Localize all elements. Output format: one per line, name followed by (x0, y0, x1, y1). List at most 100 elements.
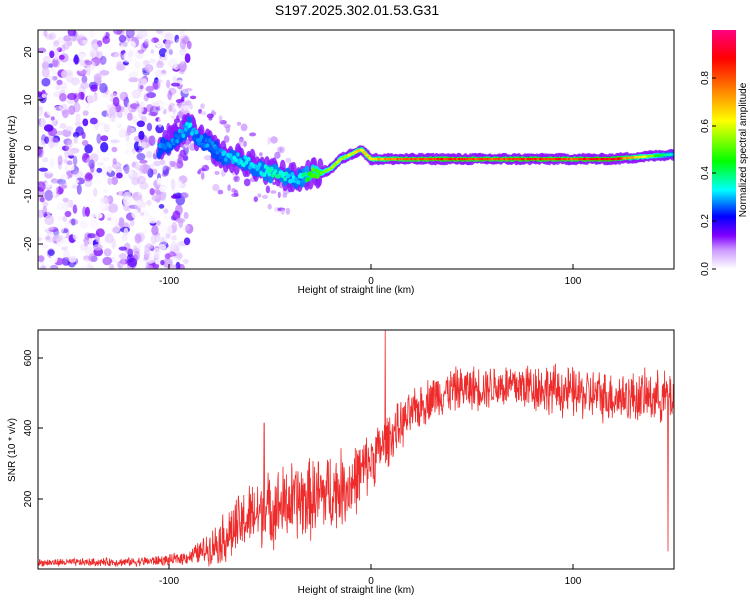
heatmap-cell (154, 69, 164, 78)
heatmap-cell (65, 144, 72, 151)
heatmap-cell (176, 160, 184, 169)
heatmap-cell (96, 161, 105, 166)
heatmap-cell (179, 149, 186, 158)
heatmap-cell (156, 41, 162, 48)
heatmap-cell (112, 158, 117, 165)
heatmap-cell (153, 247, 161, 259)
heatmap-cell (175, 218, 186, 223)
heatmap-cell (151, 37, 160, 43)
heatmap-cell (253, 196, 258, 203)
heatmap-cell (118, 34, 127, 43)
heatmap-cell (270, 190, 277, 194)
heatmap-cell (267, 203, 272, 210)
heatmap-cell (285, 157, 292, 164)
heatmap-cell (185, 223, 194, 234)
heatmap-cell (183, 211, 189, 220)
heatmap-cell (163, 88, 169, 97)
heatmap-cell (198, 168, 206, 172)
heatmap-cell (176, 179, 183, 188)
heatmap-cell (141, 78, 148, 86)
heatmap-cell (66, 160, 73, 166)
heatmap-cell (197, 170, 201, 175)
heatmap-cell (223, 135, 230, 143)
heatmap-cell (214, 170, 220, 175)
heatmap-cell (110, 216, 120, 225)
heatmap-cell (113, 52, 124, 61)
heatmap-cell (70, 218, 76, 226)
heatmap-cell (164, 32, 174, 41)
heatmap-cell (200, 111, 207, 116)
heatmap-cell (181, 84, 191, 94)
heatmap-cell (209, 145, 213, 150)
heatmap-cell (95, 212, 103, 219)
y-tick-label: 600 (23, 349, 34, 366)
heatmap-cell (136, 105, 143, 114)
heatmap-cell (135, 232, 146, 242)
heatmap-cell (145, 231, 152, 242)
heatmap-cell (101, 165, 108, 176)
heatmap-cell (87, 93, 95, 105)
snr-frame (37, 329, 675, 570)
heatmap-cell (156, 60, 164, 69)
heatmap-cell (165, 216, 170, 225)
heatmap-cell (155, 259, 162, 265)
heatmap-cell (66, 139, 73, 148)
heatmap-cell (58, 54, 65, 60)
heatmap-cell (39, 197, 45, 203)
heatmap-cell (113, 30, 123, 35)
heatmap-cell (81, 75, 88, 84)
heatmap-cell (139, 159, 148, 164)
heatmap-cell (49, 158, 55, 168)
heatmap-cell (79, 39, 84, 45)
heatmap-cell (125, 30, 135, 39)
heatmap-cell (61, 70, 68, 79)
heatmap-cell (100, 142, 109, 153)
heatmap-cell (154, 79, 163, 84)
heatmap-cell (178, 48, 187, 56)
heatmap-cell (44, 214, 55, 226)
heatmap-cell (40, 117, 46, 127)
heatmap-cell (96, 133, 102, 144)
heatmap-cell (185, 88, 193, 92)
heatmap-cell (76, 33, 85, 39)
heatmap-cell (267, 172, 272, 177)
heatmap-cell (76, 203, 85, 211)
heatmap-cell (38, 167, 48, 172)
heatmap-cell (122, 195, 132, 207)
heatmap-cell (239, 136, 244, 143)
heatmap-cell (139, 164, 149, 174)
heatmap-cell (64, 222, 73, 228)
heatmap-cell (146, 104, 154, 113)
heatmap-cell (70, 77, 80, 86)
heatmap-cell (175, 261, 181, 269)
heatmap-cell (160, 69, 167, 75)
heatmap-cell (60, 184, 68, 189)
heatmap-cell (95, 50, 103, 59)
heatmap-cell (49, 140, 55, 149)
y-tick-label: 400 (23, 419, 34, 436)
heatmap-cell (125, 151, 135, 162)
heatmap-cell (178, 63, 185, 70)
heatmap-cell (98, 182, 108, 187)
heatmap-cell (135, 200, 142, 206)
heatmap-cell (178, 192, 189, 199)
heatmap-cell (90, 153, 99, 163)
heatmap-cell (173, 92, 182, 100)
heatmap-cell (123, 108, 128, 116)
heatmap-cell (72, 204, 78, 214)
heatmap-cell (59, 93, 67, 102)
heatmap-cell (127, 101, 132, 112)
heatmap-cell (81, 221, 89, 228)
heatmap-cell (62, 42, 70, 50)
heatmap-cell (141, 164, 151, 174)
heatmap-cell (234, 158, 239, 163)
heatmap-cell (143, 182, 151, 191)
heatmap-cell (127, 40, 136, 49)
heatmap-cell (62, 215, 68, 223)
colorbar-gradient (712, 30, 736, 269)
heatmap-cell (171, 82, 180, 87)
heatmap-cell (118, 44, 125, 52)
heatmap-cell (128, 77, 139, 83)
heatmap-cell (116, 111, 123, 119)
heatmap-cell (95, 228, 105, 238)
